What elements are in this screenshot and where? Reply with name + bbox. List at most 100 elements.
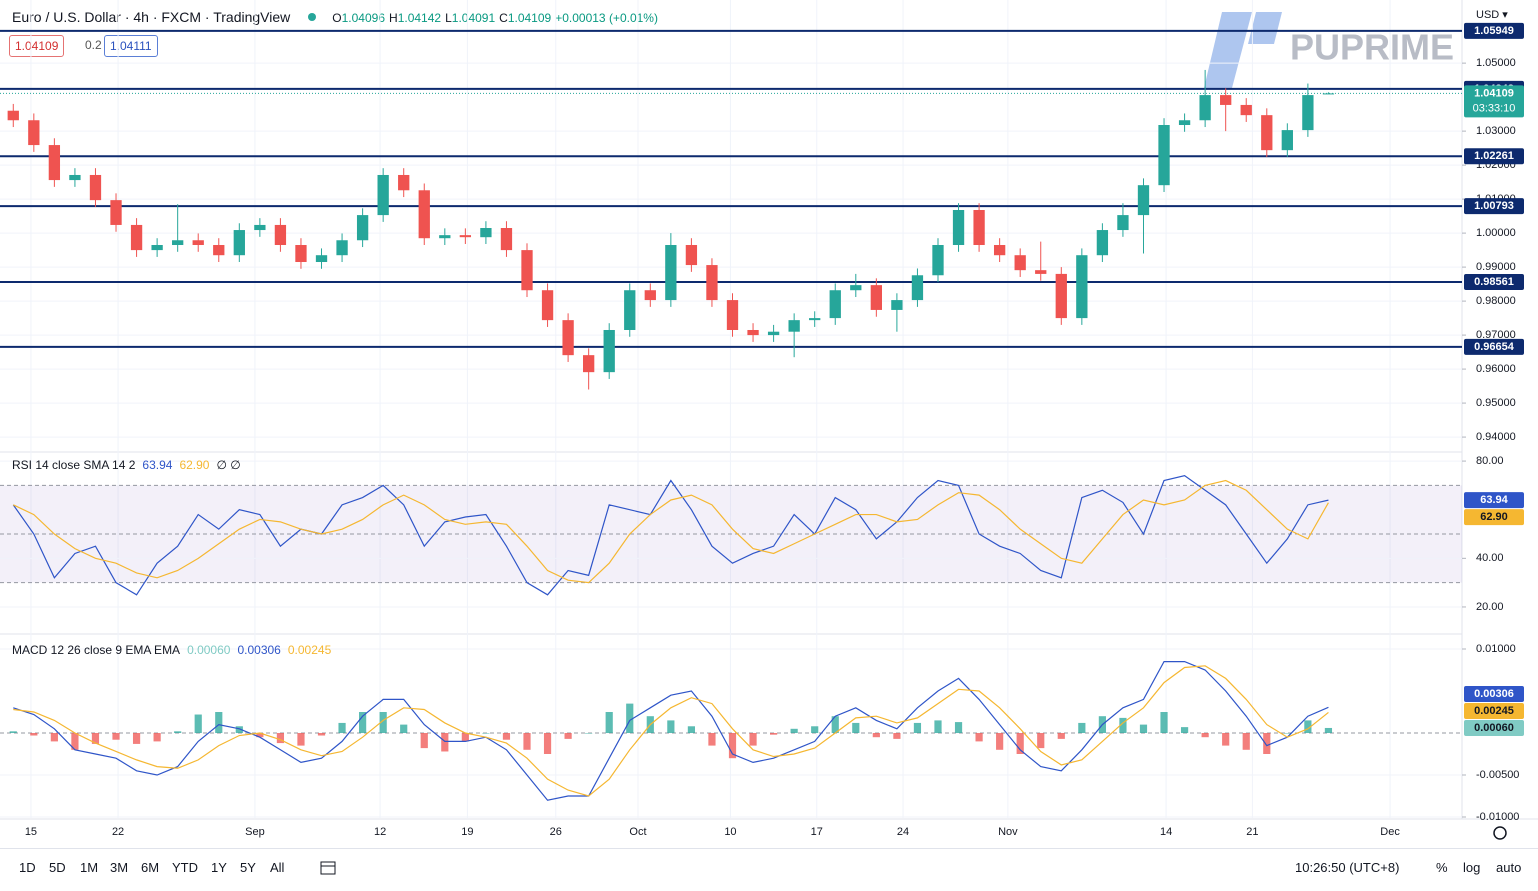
candle-body [500,228,513,251]
rsi-line [13,479,1329,584]
spread: 0.2 [80,35,107,55]
candle-body [788,320,800,332]
candle-body [541,290,554,321]
logo-mark [1248,12,1282,44]
histogram-bar [1242,733,1250,750]
x-tick-label: 14 [1160,826,1172,838]
macd-line [13,661,1329,801]
sell-button[interactable]: 1.04109 [9,35,65,57]
level-badge-bg [1464,338,1524,355]
indicator-name: MACD 12 26 close 9 EMA EMA [12,643,180,657]
histogram-bar [1180,727,1189,734]
range-button[interactable]: YTD [172,860,198,875]
level-badge: 1.05949 [1474,25,1514,37]
candle-body [747,329,759,336]
level-badge-bg [1464,198,1524,215]
histogram-bar [132,733,141,744]
macd-badge-bg [1464,702,1524,719]
histogram-bar [461,733,469,742]
currency: USD [1476,9,1500,21]
candle-body [110,200,122,225]
histogram-bar [790,728,798,734]
candle-body [891,300,903,310]
candle-body [233,230,245,256]
log-toggle[interactable]: log [1463,860,1481,875]
candle-body [767,331,780,336]
histogram-bar [379,712,387,734]
histogram-bar [194,714,202,734]
candle-body [685,245,698,266]
y-tick-label: 40.00 [1476,552,1504,564]
currency-menu[interactable]: USD ▾ [1476,9,1508,21]
candle-body [213,245,225,256]
range-button[interactable]: All [270,860,285,875]
buy-button[interactable]: 1.04111 [104,35,158,57]
range-button[interactable]: 3M [110,860,129,875]
histogram-bar [523,733,531,750]
date-range-icon[interactable] [319,859,337,877]
range-button[interactable]: 5Y [240,860,256,875]
candle-body [1117,215,1129,231]
range-button[interactable]: 1D [19,860,36,875]
candle-body [809,318,821,321]
quote-c: C1.04109 [499,11,551,25]
quote-value: 1.04091 [451,11,496,25]
x-tick-label: 24 [897,826,909,838]
auto-toggle[interactable]: auto [1496,860,1522,875]
histogram-bar [1222,733,1230,746]
percent-toggle[interactable]: % [1436,860,1448,875]
histogram-bar [811,726,819,734]
histogram-bar [1057,733,1065,739]
y-tick-label: 1.03000 [1476,125,1516,137]
candle-body [356,215,369,241]
histogram-bar [441,733,449,752]
histogram-bar [297,733,305,746]
candle-body [459,235,472,238]
candle-body [1076,255,1088,319]
range-button[interactable]: 6M [141,860,160,875]
histogram-bar [1139,724,1148,734]
level-badge: 1.02261 [1474,150,1514,162]
quote-change: +0.00013 (+0.01%) [555,11,658,25]
market-status [308,13,317,21]
candle-body [932,245,944,276]
histogram-bar [954,722,963,734]
candle-body [952,209,965,246]
candle-body [336,240,348,256]
histogram-bar [667,720,675,734]
candle-body [377,174,389,216]
histogram-bar [235,726,243,734]
candle-body [254,224,266,231]
histogram-bar [1160,712,1168,734]
legend-value: 62.90 [179,458,209,472]
range-button[interactable]: 1M [80,860,99,875]
settings-icon[interactable] [1493,826,1507,840]
histogram-bar [708,733,716,746]
macd-badge: 0.00245 [1474,705,1514,717]
histogram-bar [50,733,58,742]
level-badge-bg [1464,274,1524,291]
logo: PUPRIME [1204,12,1454,88]
range-button[interactable]: 5D [49,860,66,875]
y-tick-label: 0.94000 [1476,431,1516,443]
candle-body [295,245,307,263]
bottom-toolbar: 1D 5D 1M 3M 6M YTD 1Y 5Y All 10:26:50 (U… [0,848,1538,891]
countdown: 03:33:10 [1473,102,1516,114]
candle-body [829,290,841,319]
range-button[interactable]: 1Y [211,860,227,875]
histogram-bar [975,733,983,742]
histogram-bar [400,724,408,734]
symbol-title[interactable]: Euro / U.S. Dollar · 4h · FXCM · Trading… [12,9,291,25]
y-tick-label: 0.99000 [1476,261,1516,273]
y-tick-label: -0.01000 [1476,811,1519,823]
candle-body [706,265,718,301]
y-tick-label: 1.05000 [1476,57,1516,69]
level-badge: 0.98561 [1474,276,1514,288]
histogram-bar [852,722,860,734]
clock[interactable]: 10:26:50 (UTC+8) [1295,860,1400,875]
histogram-bar [112,733,120,740]
candle-body [1240,104,1252,116]
logo-mark [1204,12,1252,88]
histogram-bar [893,733,901,739]
